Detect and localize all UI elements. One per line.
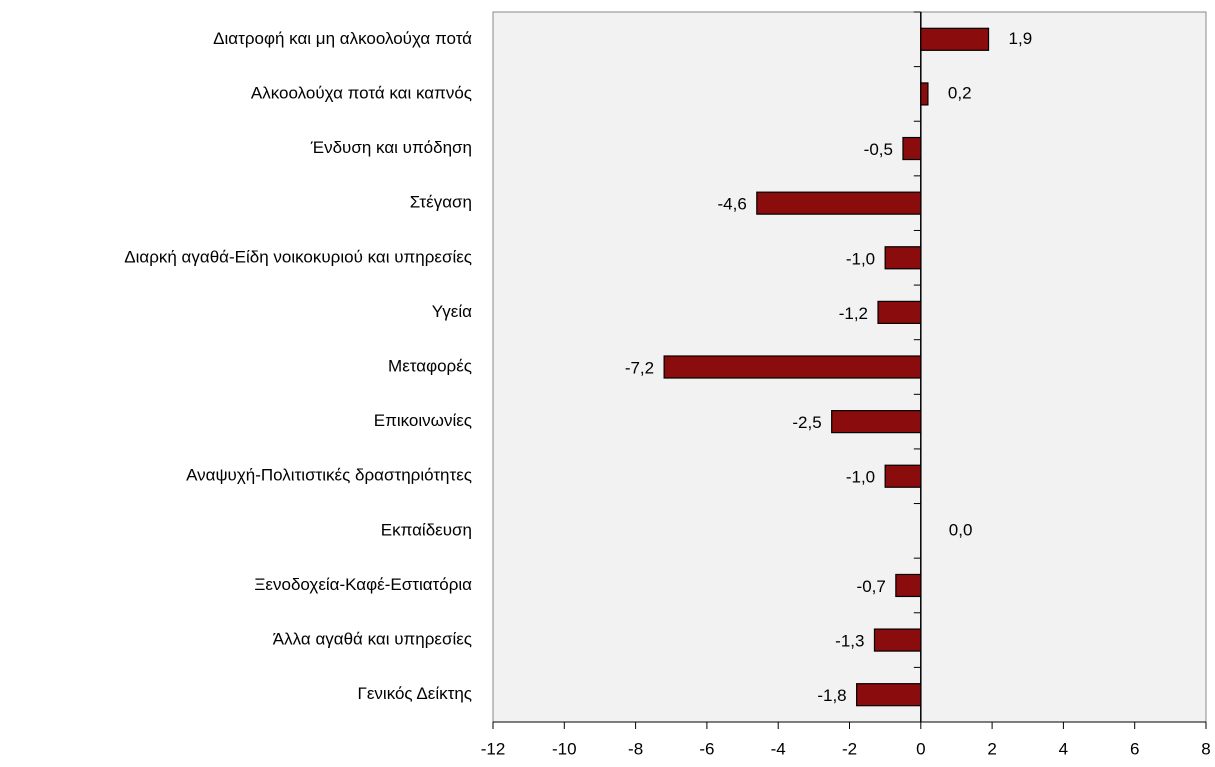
y-tick-label: Άλλα αγαθά και υπηρεσίες [273,630,472,649]
y-tick-label: Εκπαίδευση [381,520,472,539]
x-tick-label: -10 [552,739,577,758]
y-tick-label: Αλκοολούχα ποτά και καπνός [251,83,472,102]
x-tick-label: 2 [987,739,996,758]
bar [663,355,922,379]
x-tick-label: 8 [1201,739,1210,758]
y-tick-label: Διαρκή αγαθά-Είδη νοικοκυριού και υπηρεσ… [124,247,472,266]
bar [902,136,922,161]
value-label: 0,0 [949,520,973,539]
x-tick-label: -2 [842,739,857,758]
x-tick-label: -4 [771,739,786,758]
value-label: -2,5 [792,413,821,432]
value-label: -1,3 [835,632,864,651]
y-tick-label: Γενικός Δείκτης [357,684,472,703]
bar [877,300,922,324]
y-tick-label: Μεταφορές [388,356,472,375]
bar [831,410,922,434]
x-tick-label: -12 [481,739,506,758]
y-tick-label: Επικοινωνίες [374,411,472,430]
x-tick-label: -8 [628,739,643,758]
y-tick-label: Αναψυχή-Πολιτιστικές δραστηριότητες [186,466,472,485]
y-tick-label: Υγεία [432,302,472,321]
value-label: -1,0 [846,468,875,487]
value-label: 1,9 [1009,29,1033,48]
value-label: -7,2 [625,358,654,377]
bar [920,27,990,51]
y-tick-label: Ένδυση και υπόδηση [310,138,472,157]
x-tick-label: -6 [699,739,714,758]
value-label: -1,8 [817,686,846,705]
bar [920,82,929,106]
value-label: -0,7 [857,577,886,596]
bar [884,464,922,488]
x-tick-label: 0 [916,739,925,758]
bar [895,573,922,598]
y-tick-label: Στέγαση [410,193,472,212]
bar [756,191,922,215]
x-tick-label: 4 [1059,739,1068,758]
x-tick-label: 6 [1130,739,1139,758]
y-tick-label: Ξενοδοχεία-Καφέ-Εστιατόρια [254,575,472,594]
value-label: 0,2 [948,83,972,102]
value-label: -1,2 [839,304,868,323]
y-tick-label: Διατροφή και μη αλκοολούχα ποτά [213,29,472,48]
bar [873,628,922,652]
bar [884,246,922,270]
value-label: -1,0 [846,249,875,268]
value-label: -4,6 [718,195,747,214]
bar [856,683,922,707]
value-label: -0,5 [864,140,893,159]
